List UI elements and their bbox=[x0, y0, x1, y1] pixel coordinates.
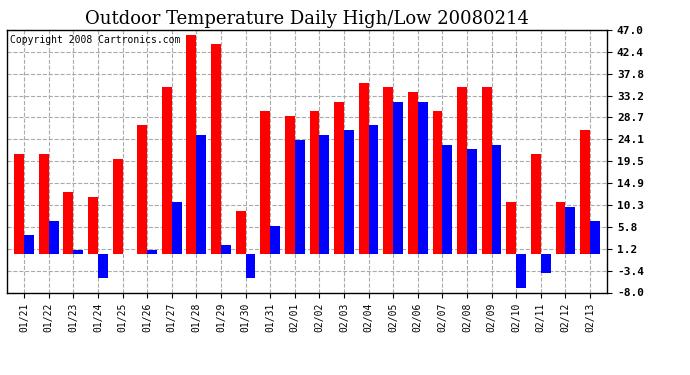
Bar bbox=[408, 92, 417, 254]
Bar bbox=[172, 202, 181, 254]
Bar bbox=[221, 245, 230, 254]
Bar bbox=[98, 254, 108, 278]
Bar bbox=[506, 202, 516, 254]
Bar bbox=[270, 226, 280, 254]
Bar bbox=[260, 111, 270, 254]
Bar bbox=[531, 154, 541, 254]
Bar bbox=[295, 140, 304, 254]
Bar bbox=[319, 135, 329, 254]
Bar bbox=[246, 254, 255, 278]
Bar bbox=[39, 154, 49, 254]
Bar bbox=[368, 126, 378, 254]
Title: Outdoor Temperature Daily High/Low 20080214: Outdoor Temperature Daily High/Low 20080… bbox=[85, 10, 529, 28]
Bar bbox=[393, 102, 403, 254]
Bar bbox=[197, 135, 206, 254]
Bar bbox=[211, 44, 221, 254]
Bar bbox=[384, 87, 393, 254]
Bar bbox=[590, 221, 600, 254]
Bar bbox=[580, 130, 590, 254]
Bar bbox=[162, 87, 172, 254]
Bar bbox=[344, 130, 354, 254]
Bar bbox=[310, 111, 319, 254]
Bar bbox=[24, 235, 34, 254]
Bar bbox=[555, 202, 565, 254]
Bar bbox=[147, 249, 157, 254]
Bar bbox=[137, 126, 147, 254]
Bar bbox=[467, 149, 477, 254]
Bar bbox=[482, 87, 491, 254]
Bar bbox=[565, 207, 575, 254]
Bar bbox=[63, 192, 73, 254]
Bar bbox=[285, 116, 295, 254]
Bar bbox=[442, 144, 452, 254]
Bar bbox=[516, 254, 526, 288]
Bar bbox=[359, 82, 368, 254]
Bar bbox=[433, 111, 442, 254]
Bar bbox=[14, 154, 24, 254]
Bar bbox=[186, 35, 197, 254]
Bar bbox=[541, 254, 551, 273]
Bar bbox=[334, 102, 344, 254]
Bar bbox=[457, 87, 467, 254]
Text: Copyright 2008 Cartronics.com: Copyright 2008 Cartronics.com bbox=[10, 35, 180, 45]
Bar bbox=[49, 221, 59, 254]
Bar bbox=[491, 144, 502, 254]
Bar bbox=[88, 197, 98, 254]
Bar bbox=[236, 211, 246, 254]
Bar bbox=[417, 102, 428, 254]
Bar bbox=[112, 159, 123, 254]
Bar bbox=[73, 249, 83, 254]
